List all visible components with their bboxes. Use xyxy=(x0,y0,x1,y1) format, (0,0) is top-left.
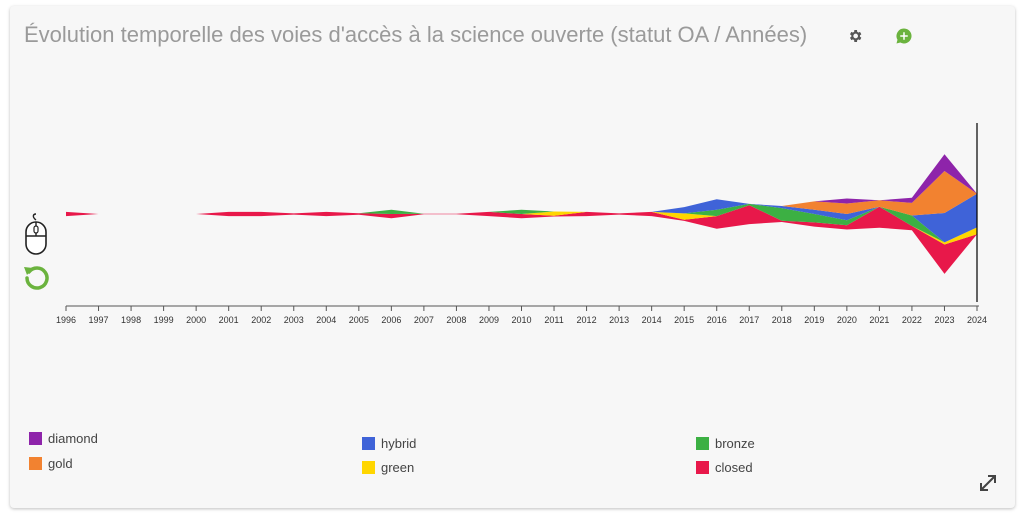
x-tick-label-2015: 2015 xyxy=(674,315,694,325)
legend-item-hybrid[interactable]: hybrid xyxy=(362,436,416,451)
x-tick-label-2005: 2005 xyxy=(349,315,369,325)
gear-icon[interactable] xyxy=(844,25,866,47)
legend-label-diamond: diamond xyxy=(48,431,98,446)
legend-label-hybrid: hybrid xyxy=(381,436,417,451)
x-tick-label-1996: 1996 xyxy=(56,315,76,325)
x-tick-label-2011: 2011 xyxy=(544,315,563,325)
x-tick-label-2002: 2002 xyxy=(251,315,271,325)
legend-item-closed[interactable]: closed xyxy=(696,460,753,475)
series-area-bronze[interactable] xyxy=(66,203,977,243)
chart-layers xyxy=(66,154,977,274)
legend-item-diamond[interactable]: diamond xyxy=(29,431,98,446)
x-tick-label-2023: 2023 xyxy=(934,315,954,325)
legend-item-gold[interactable]: gold xyxy=(29,456,73,471)
x-tick-label-2014: 2014 xyxy=(642,315,662,325)
x-tick-label-2016: 2016 xyxy=(707,315,727,325)
x-tick-label-2008: 2008 xyxy=(446,315,466,325)
x-axis-ticks: 1996 1997 1998 1999 2000 2001 2002 2003 2004 2005… xyxy=(56,306,987,325)
x-tick-label-2001: 2001 xyxy=(219,315,239,325)
x-tick-label-2010: 2010 xyxy=(511,315,531,325)
expand-diagonal-icon[interactable] xyxy=(976,471,1000,495)
x-tick-label-2019: 2019 xyxy=(804,315,824,325)
x-tick-label-2009: 2009 xyxy=(479,315,499,325)
legend-label-bronze: bronze xyxy=(715,436,755,451)
reset-zoom-icon[interactable] xyxy=(22,262,50,292)
x-tick-label-2020: 2020 xyxy=(837,315,857,325)
x-tick-label-2006: 2006 xyxy=(381,315,401,325)
legend-swatch-bronze xyxy=(696,437,709,450)
x-tick-label-2004: 2004 xyxy=(316,315,336,325)
x-tick-label-2021: 2021 xyxy=(869,315,889,325)
legend-label-closed: closed xyxy=(715,460,753,475)
x-tick-label-2022: 2022 xyxy=(902,315,922,325)
x-tick-label-2013: 2013 xyxy=(609,315,629,325)
x-tick-label-2017: 2017 xyxy=(739,315,759,325)
x-tick-label-2024: 2024 xyxy=(967,315,987,325)
x-tick-label-2000: 2000 xyxy=(186,315,206,325)
streamgraph-chart: 1996 1997 1998 1999 2000 2001 2002 2003 2004 2005… xyxy=(56,123,987,325)
legend-swatch-closed xyxy=(696,461,709,474)
chart-title: Évolution temporelle des voies d'accès à… xyxy=(24,22,808,47)
series-area-gold[interactable] xyxy=(66,171,977,216)
legend-swatch-hybrid xyxy=(362,437,375,450)
legend-label-green: green xyxy=(381,460,415,475)
chart-card: Évolution temporelle des voies d'accès à… xyxy=(10,6,1015,508)
legend-swatch-gold xyxy=(29,457,42,470)
mouse-scroll-icon xyxy=(22,212,50,256)
x-tick-label-2007: 2007 xyxy=(414,315,434,325)
x-tick-label-1997: 1997 xyxy=(89,315,109,325)
legend-item-bronze[interactable]: bronze xyxy=(696,436,755,451)
x-tick-label-2003: 2003 xyxy=(284,315,304,325)
x-tick-label-2012: 2012 xyxy=(577,315,597,325)
legend-item-green[interactable]: green xyxy=(362,460,414,475)
legend-swatch-green xyxy=(362,461,375,474)
legend-swatch-diamond xyxy=(29,432,42,445)
legend-label-gold: gold xyxy=(48,456,73,471)
x-tick-label-1998: 1998 xyxy=(121,315,141,325)
x-tick-label-2018: 2018 xyxy=(772,315,792,325)
x-tick-label-1999: 1999 xyxy=(154,315,174,325)
series-area-closed[interactable] xyxy=(66,205,977,274)
chat-plus-icon[interactable] xyxy=(893,25,915,47)
